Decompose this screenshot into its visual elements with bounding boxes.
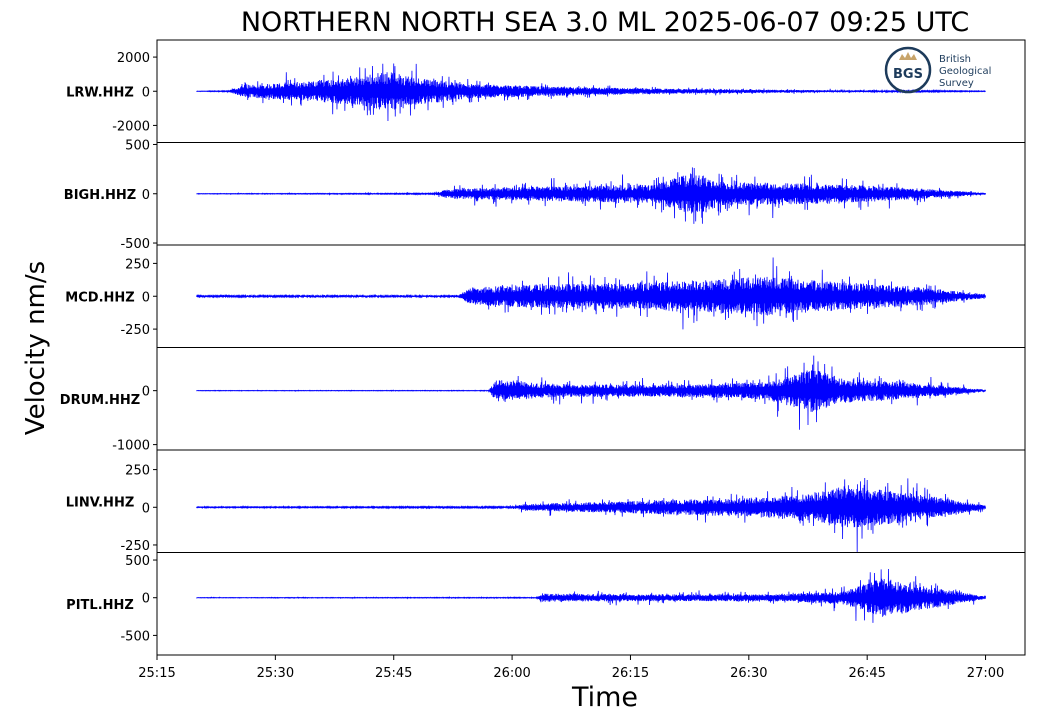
bgs-logo-line-1: British (939, 54, 971, 65)
y-tick-label: 0 (142, 188, 150, 203)
trace-panel-lrw-hhz: LRW.HHZ 2000 0 -2000 (66, 39, 1026, 143)
waveform-trace (196, 569, 986, 623)
trace-panel-linv-hhz: LINV.HHZ 250 0 -250 (66, 449, 1026, 554)
crown-icon (899, 52, 917, 60)
trace-panel-bigh-hhz: BIGH.HHZ 500 0 -500 (64, 138, 1026, 252)
y-tick-label: 0 (142, 290, 150, 305)
bgs-logo: BGS British Geological Survey (884, 46, 991, 94)
y-tick-label: 0 (142, 501, 150, 516)
y-tick-label: 250 (125, 464, 150, 479)
y-tick-label: -250 (120, 323, 150, 338)
panel-frame (156, 347, 1026, 451)
x-tick-label: 25:15 (138, 666, 175, 681)
x-tick-label: 26:30 (730, 666, 767, 681)
bgs-logo-line-3: Survey (939, 78, 974, 89)
y-tick-label: 500 (125, 554, 150, 569)
trace-panel-pitl-hhz: PITL.HHZ 500 0 -500 (66, 552, 1026, 656)
station-label: BIGH.HHZ (64, 188, 136, 203)
bgs-logo-abbrev: BGS (893, 67, 923, 82)
y-tick-label: 0 (142, 385, 150, 400)
chart-title: NORTHERN NORTH SEA 3.0 ML 2025-06-07 09:… (241, 7, 969, 38)
waveform-trace (196, 167, 986, 224)
y-axis-label: Velocity nm/s (21, 261, 51, 435)
station-label: LRW.HHZ (66, 85, 134, 100)
y-tick-label: 250 (125, 257, 150, 272)
y-tick-label: -1000 (112, 439, 150, 454)
station-label: MCD.HHZ (65, 290, 134, 305)
station-label: LINV.HHZ (66, 495, 135, 510)
waveform-trace (196, 257, 986, 330)
x-tick-label: 27:00 (967, 666, 1004, 681)
y-tick-label: -500 (120, 629, 150, 644)
bgs-logo-line-2: Geological (939, 66, 991, 77)
x-tick-label: 25:45 (375, 666, 412, 681)
x-tick-label: 26:15 (612, 666, 649, 681)
y-tick-label: 0 (142, 85, 150, 100)
y-tick-label: -500 (120, 237, 150, 252)
x-tick-label: 25:30 (257, 666, 294, 681)
x-axis: 25:15 25:30 25:45 26:00 26:15 26:30 26:45 27:00 (138, 655, 1004, 681)
waveform-trace (196, 477, 986, 552)
x-axis-label: Time (571, 682, 638, 713)
station-label: DRUM.HHZ (60, 393, 140, 408)
y-tick-label: 2000 (117, 51, 150, 66)
trace-panels: LRW.HHZ20000-2000BIGH.HHZ5000-500MCD.HHZ… (60, 39, 1026, 656)
y-tick-label: 0 (142, 592, 150, 607)
station-label: PITL.HHZ (66, 598, 134, 613)
x-tick-label: 26:45 (848, 666, 885, 681)
y-tick-label: 500 (125, 138, 150, 153)
bgs-logo-ring-icon (884, 46, 932, 94)
trace-panel-mcd-hhz: MCD.HHZ 250 0 -250 (65, 244, 1026, 348)
panel-frame (156, 552, 1026, 656)
y-tick-label: -2000 (112, 119, 150, 134)
waveform-trace (196, 63, 986, 122)
x-tick-label: 26:00 (493, 666, 530, 681)
y-tick-label: -250 (120, 539, 150, 554)
waveform-trace (196, 355, 986, 430)
